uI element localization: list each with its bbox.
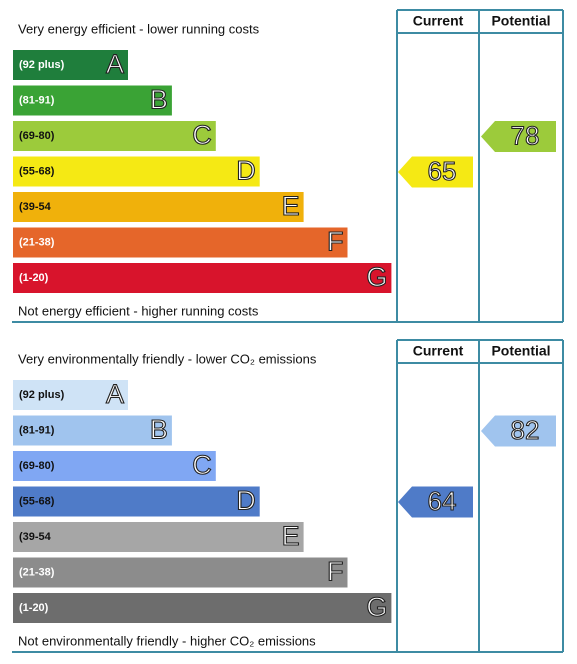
band-letter: B bbox=[150, 415, 168, 445]
band-letter: D bbox=[236, 486, 256, 516]
band-range: (92 plus) bbox=[19, 59, 65, 71]
band-range: (1-20) bbox=[19, 602, 49, 614]
epc-panel: Current Potential Very energy efficient - … bbox=[12, 9, 564, 323]
current-rating: 65 bbox=[428, 156, 457, 186]
band-range: (92 plus) bbox=[19, 389, 65, 401]
band-bar bbox=[13, 522, 304, 552]
band-bar bbox=[13, 192, 304, 222]
band-letter: C bbox=[192, 450, 212, 480]
band-bar bbox=[13, 121, 216, 151]
band-bar bbox=[13, 85, 172, 116]
band-letter: F bbox=[327, 557, 344, 587]
band-range: (69-80) bbox=[19, 130, 55, 142]
band-range: (21-38) bbox=[19, 566, 55, 578]
band-bar bbox=[13, 486, 260, 517]
current-arrow bbox=[398, 486, 473, 518]
band-range: (81-91) bbox=[19, 424, 55, 436]
bottom-caption: Not energy efficient - higher running co… bbox=[18, 303, 259, 318]
band-bar bbox=[13, 50, 128, 80]
band-letter: C bbox=[192, 120, 212, 150]
potential-rating: 78 bbox=[511, 120, 540, 150]
band-letter: A bbox=[106, 49, 124, 79]
band-range: (69-80) bbox=[19, 460, 55, 472]
epc-panel: Current Potential Very environmentally fri… bbox=[12, 339, 564, 653]
band-bar bbox=[13, 451, 216, 481]
band-bar bbox=[13, 263, 392, 293]
potential-rating: 82 bbox=[511, 415, 540, 445]
band-letter: D bbox=[236, 156, 256, 186]
band-letter: B bbox=[150, 85, 168, 115]
band-letter: A bbox=[106, 379, 124, 409]
band-range: (81-91) bbox=[19, 94, 55, 106]
potential-arrow bbox=[481, 121, 556, 152]
potential-header: Potential bbox=[491, 13, 550, 29]
band-bar bbox=[13, 227, 348, 258]
band-bar bbox=[13, 593, 392, 623]
band-range: (55-68) bbox=[19, 495, 55, 507]
band-letter: F bbox=[327, 227, 344, 257]
band-letter: E bbox=[282, 521, 300, 551]
band-range: (39-54 bbox=[19, 201, 52, 213]
band-range: (21-38) bbox=[19, 236, 55, 248]
frame bbox=[12, 9, 564, 323]
band-range: (55-68) bbox=[19, 165, 55, 177]
band-letter: G bbox=[366, 262, 387, 292]
current-header: Current bbox=[413, 13, 464, 29]
current-header: Current bbox=[413, 343, 464, 359]
current-arrow bbox=[398, 156, 473, 188]
bottom-caption: Not environmentally friendly - higher CO… bbox=[18, 633, 316, 648]
band-letter: G bbox=[366, 592, 387, 622]
band-bar bbox=[13, 156, 260, 187]
current-rating: 64 bbox=[428, 486, 457, 516]
potential-arrow bbox=[481, 415, 556, 447]
band-letter: E bbox=[282, 191, 300, 221]
band-range: (1-20) bbox=[19, 272, 49, 284]
band-bar bbox=[13, 415, 172, 446]
frame bbox=[12, 339, 564, 653]
band-bar bbox=[13, 557, 348, 588]
band-bar bbox=[13, 380, 128, 410]
top-caption: Very environmentally friendly - lower CO… bbox=[18, 351, 317, 366]
top-caption: Very energy efficient - lower running co… bbox=[18, 21, 260, 36]
potential-header: Potential bbox=[491, 343, 550, 359]
band-range: (39-54 bbox=[19, 531, 52, 543]
